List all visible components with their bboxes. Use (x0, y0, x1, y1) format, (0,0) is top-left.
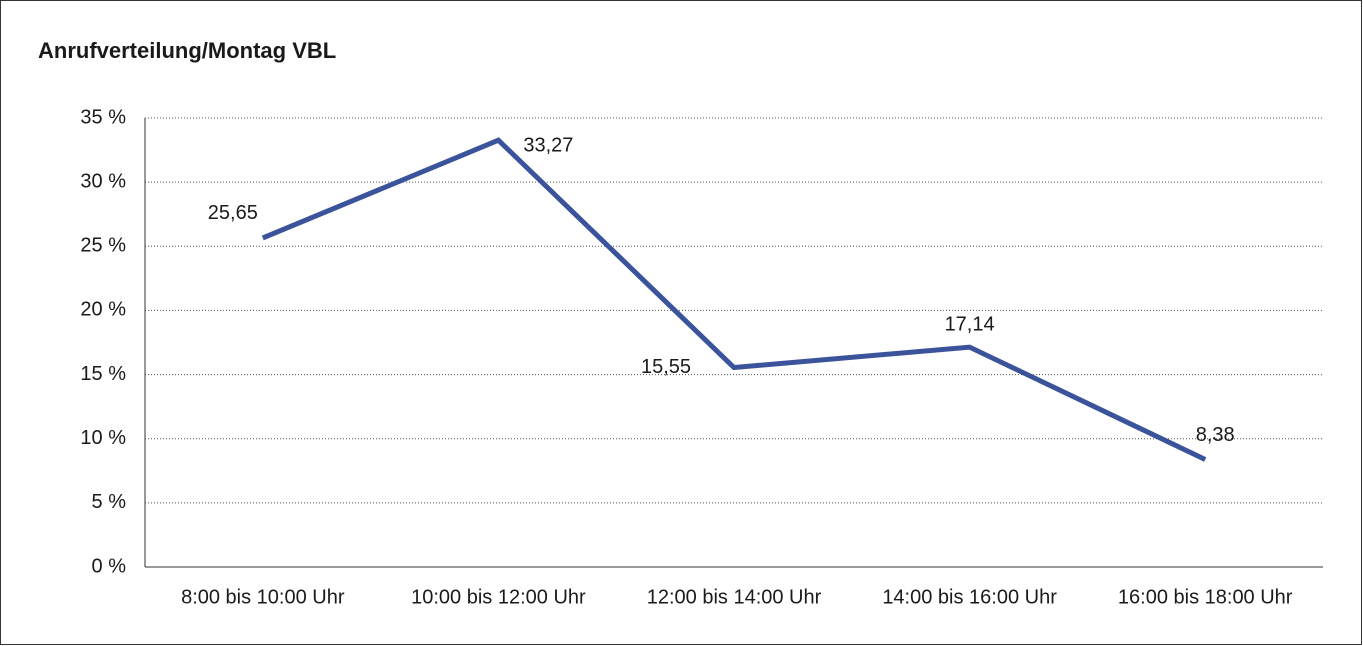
y-tick-label: 30 % (80, 170, 126, 192)
line (261, 137, 1207, 462)
y-tick-label: 0 % (92, 555, 127, 577)
chart-title: Anrufverteilung/Montag VBL (38, 38, 336, 63)
x-tick-label: 14:00 bis 16:00 Uhr (882, 586, 1057, 608)
data-label: 17,14 (945, 313, 995, 335)
y-tick-label: 5 % (92, 491, 127, 513)
x-tick-label: 12:00 bis 14:00 Uhr (647, 586, 822, 608)
y-tick-label: 15 % (80, 363, 126, 385)
y-tick-label: 20 % (80, 299, 126, 321)
y-tick-label: 10 % (80, 427, 126, 449)
x-tick-label: 16:00 bis 18:00 Uhr (1118, 586, 1293, 608)
x-tick-label: 8:00 bis 10:00 Uhr (181, 586, 345, 608)
data-label: 8,38 (1196, 424, 1235, 446)
data-label: 25,65 (208, 202, 258, 224)
y-tick-label: 25 % (80, 235, 126, 257)
data-label: 15,55 (641, 356, 691, 378)
x-tick-label: 10:00 bis 12:00 Uhr (411, 586, 586, 608)
data-label: 33,27 (523, 134, 573, 156)
y-tick-label: 35 % (80, 106, 126, 128)
